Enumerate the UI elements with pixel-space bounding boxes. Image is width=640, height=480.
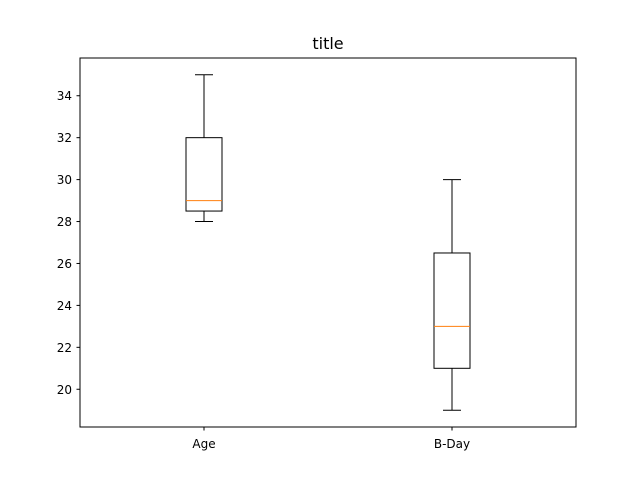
y-tick-label: 26 — [57, 257, 72, 271]
y-tick-label: 20 — [57, 383, 72, 397]
x-tick-label: Age — [192, 437, 215, 451]
box-iqr-rect — [185, 137, 223, 212]
y-tick-label: 32 — [57, 131, 72, 145]
axes-frame — [79, 57, 577, 428]
y-tick-label: 34 — [57, 89, 72, 103]
y-tick-label: 30 — [57, 173, 72, 187]
y-tick-label: 28 — [57, 215, 72, 229]
chart-title: title — [312, 34, 343, 53]
x-tick-label: B-Day — [434, 437, 470, 451]
y-tick-label: 24 — [57, 299, 72, 313]
box-iqr-rect — [433, 252, 471, 369]
y-tick-label: 22 — [57, 341, 72, 355]
plot-area: 20 22 24 26 28 30 32 34 Age B-Day — [57, 74, 471, 451]
